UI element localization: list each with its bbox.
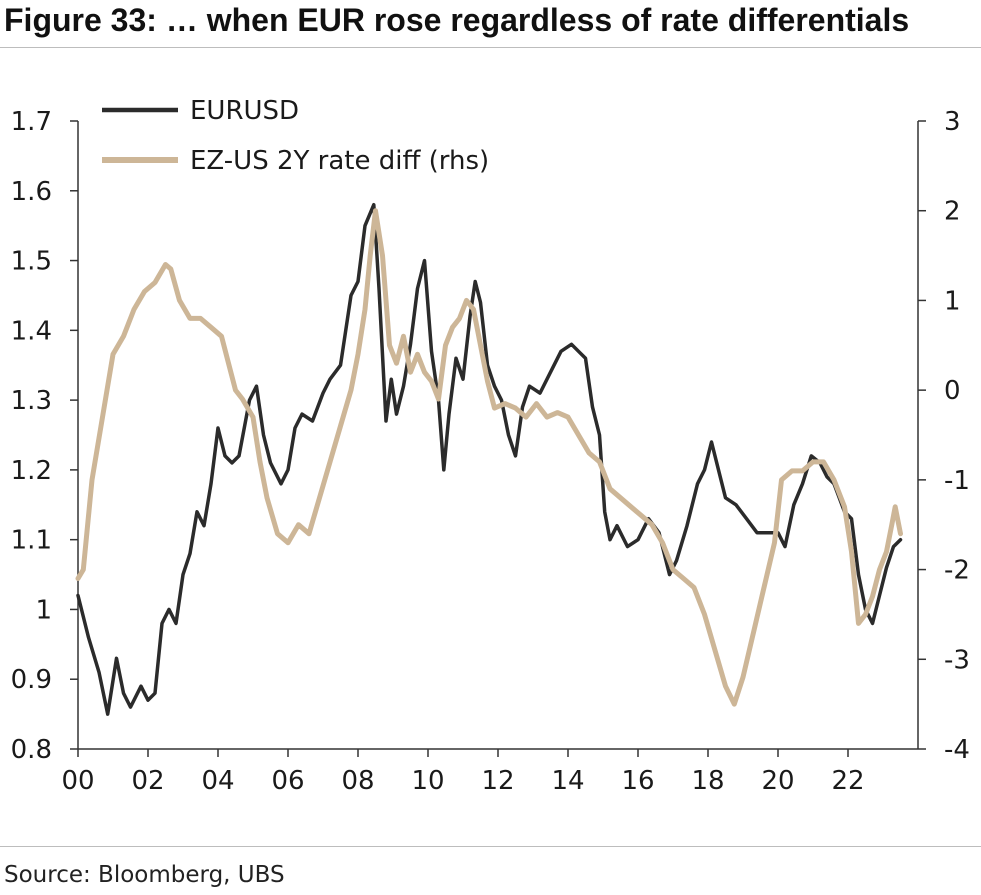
series-line-rate-diff: [75, 208, 903, 707]
x-tick-label: 00: [61, 766, 94, 796]
x-tick-label: 22: [831, 766, 864, 796]
x-tick-label: 16: [621, 766, 654, 796]
series-line-eurusd: [76, 202, 903, 716]
right-tick-label: -4: [944, 735, 970, 765]
left-tick-label: 1.2: [11, 456, 52, 486]
x-tick-label: 02: [131, 766, 164, 796]
legend-rate-diff-label: EZ-US 2Y rate diff (rhs): [190, 146, 489, 176]
source-rule: [0, 846, 981, 847]
x-tick-label: 04: [201, 766, 234, 796]
left-tick-label: 1.7: [11, 107, 52, 137]
right-tick-label: -2: [944, 556, 970, 586]
right-tick-label: 3: [944, 107, 961, 137]
axes: 0.80.911.11.21.31.41.51.61.7-4-3-2-10123…: [11, 107, 970, 796]
left-tick-label: 1.6: [11, 177, 52, 207]
right-tick-label: -1: [944, 466, 970, 496]
left-tick-label: 1.1: [11, 526, 52, 556]
right-tick-label: 0: [944, 376, 961, 406]
legend: EURUSD EZ-US 2Y rate diff (rhs): [102, 96, 489, 176]
x-tick-label: 18: [691, 766, 724, 796]
left-tick-label: 1: [35, 595, 52, 625]
left-tick-label: 0.8: [11, 735, 52, 765]
left-tick-label: 1.4: [11, 316, 52, 346]
right-tick-label: -3: [944, 645, 970, 675]
x-tick-label: 06: [271, 766, 304, 796]
title-rule: [0, 47, 981, 48]
source-note: Source: Bloomberg, UBS: [4, 862, 285, 888]
x-tick-label: 10: [411, 766, 444, 796]
x-tick-label: 12: [481, 766, 514, 796]
chart-title: Figure 33: … when EUR rose regardless of…: [4, 2, 910, 38]
left-tick-label: 1.3: [11, 386, 52, 416]
left-tick-label: 1.5: [11, 247, 52, 277]
series-layer: [75, 202, 903, 716]
x-tick-label: 14: [551, 766, 584, 796]
right-tick-label: 1: [944, 286, 961, 316]
right-tick-label: 2: [944, 197, 961, 227]
chart-area: 0.80.911.11.21.31.41.51.61.7-4-3-2-10123…: [11, 96, 970, 796]
legend-eurusd-label: EURUSD: [190, 96, 299, 126]
x-tick-label: 20: [761, 766, 794, 796]
left-tick-label: 0.9: [11, 665, 52, 695]
x-tick-label: 08: [341, 766, 374, 796]
